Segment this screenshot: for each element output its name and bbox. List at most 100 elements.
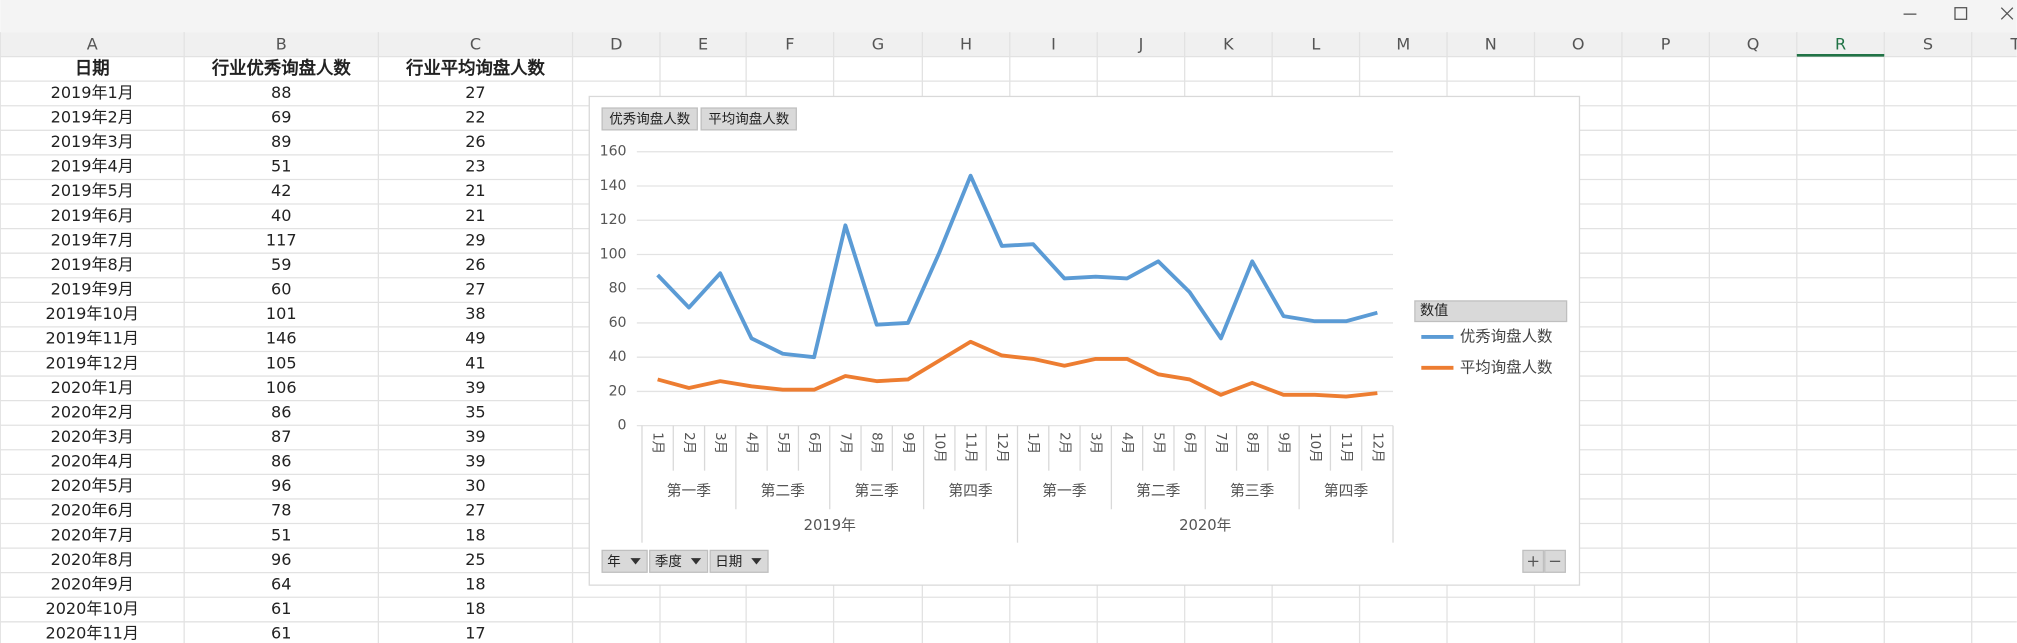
cell[interactable]: 21 bbox=[465, 206, 485, 225]
cell[interactable]: 23 bbox=[465, 157, 485, 176]
cell[interactable]: 18 bbox=[465, 525, 485, 544]
cell[interactable]: 117 bbox=[266, 230, 297, 249]
cell[interactable]: 2019年5月 bbox=[51, 181, 134, 200]
cell[interactable]: 2019年9月 bbox=[51, 280, 134, 299]
cell[interactable]: 101 bbox=[266, 304, 297, 323]
cell[interactable]: 69 bbox=[271, 108, 291, 127]
cell[interactable]: 2019年10月 bbox=[45, 304, 138, 323]
cell[interactable]: 86 bbox=[271, 452, 291, 471]
cell[interactable]: 39 bbox=[465, 427, 485, 446]
cell[interactable]: 2019年12月 bbox=[45, 353, 138, 372]
column-header[interactable]: F bbox=[785, 35, 794, 54]
cell[interactable]: 2020年11月 bbox=[45, 624, 138, 643]
cell[interactable]: 35 bbox=[465, 402, 485, 421]
cell[interactable]: 88 bbox=[271, 83, 291, 102]
cell[interactable]: 106 bbox=[266, 378, 297, 397]
cell[interactable]: 2020年3月 bbox=[51, 427, 134, 446]
cell[interactable]: 96 bbox=[271, 550, 291, 569]
header-cell[interactable]: 日期 bbox=[75, 59, 110, 79]
cell[interactable]: 2020年1月 bbox=[51, 378, 134, 397]
column-header[interactable]: P bbox=[1661, 35, 1671, 54]
column-header[interactable]: H bbox=[960, 35, 972, 54]
column-header[interactable]: N bbox=[1485, 35, 1497, 54]
cell[interactable]: 2019年3月 bbox=[51, 132, 134, 151]
column-header[interactable]: G bbox=[872, 35, 884, 54]
cell[interactable]: 64 bbox=[271, 574, 291, 593]
cell[interactable]: 26 bbox=[465, 255, 485, 274]
cell[interactable]: 25 bbox=[465, 550, 485, 569]
column-header[interactable]: M bbox=[1396, 35, 1410, 54]
column-header[interactable]: S bbox=[1923, 35, 1933, 54]
cell[interactable]: 2019年8月 bbox=[51, 255, 134, 274]
cell[interactable]: 2020年4月 bbox=[51, 452, 134, 471]
cell[interactable]: 61 bbox=[271, 624, 291, 643]
header-cell[interactable]: 行业平均询盘人数 bbox=[405, 58, 546, 79]
cell[interactable]: 40 bbox=[271, 206, 291, 225]
cell[interactable]: 41 bbox=[465, 353, 485, 372]
cell[interactable]: 2019年1月 bbox=[51, 83, 134, 102]
cell[interactable]: 27 bbox=[465, 501, 485, 520]
cell[interactable]: 18 bbox=[465, 574, 485, 593]
column-header[interactable]: O bbox=[1572, 35, 1585, 54]
column-header[interactable]: B bbox=[276, 35, 287, 54]
column-header[interactable]: D bbox=[610, 35, 622, 54]
header-cell[interactable]: 行业优秀询盘人数 bbox=[211, 58, 352, 79]
cell[interactable]: 38 bbox=[465, 304, 485, 323]
cell[interactable]: 26 bbox=[465, 132, 485, 151]
cell[interactable]: 2019年6月 bbox=[51, 206, 134, 225]
cell[interactable]: 2020年9月 bbox=[51, 574, 134, 593]
cell[interactable]: 2019年4月 bbox=[51, 157, 134, 176]
close-button[interactable] bbox=[2000, 7, 2014, 20]
cell[interactable]: 105 bbox=[266, 353, 297, 372]
column-header[interactable]: E bbox=[698, 35, 708, 54]
cell[interactable]: 51 bbox=[271, 525, 291, 544]
cell[interactable]: 2020年10月 bbox=[45, 599, 138, 618]
cell[interactable]: 2020年5月 bbox=[51, 476, 134, 495]
cell[interactable]: 2020年6月 bbox=[51, 501, 134, 520]
cell[interactable]: 61 bbox=[271, 599, 291, 618]
cell[interactable]: 87 bbox=[271, 427, 291, 446]
cell[interactable]: 17 bbox=[465, 624, 485, 643]
axis-field-button[interactable] bbox=[649, 549, 709, 573]
cell[interactable]: 21 bbox=[465, 181, 485, 200]
column-header[interactable]: I bbox=[1051, 35, 1056, 54]
cell[interactable]: 29 bbox=[465, 230, 485, 249]
cell[interactable]: 86 bbox=[271, 402, 291, 421]
cell[interactable]: 39 bbox=[465, 378, 485, 397]
cell[interactable]: 30 bbox=[465, 476, 485, 495]
cell[interactable]: 2019年11月 bbox=[45, 329, 138, 348]
cell[interactable]: 146 bbox=[266, 329, 297, 348]
cell[interactable]: 59 bbox=[271, 255, 291, 274]
cell[interactable]: 96 bbox=[271, 476, 291, 495]
axis-field-button[interactable] bbox=[601, 549, 648, 573]
cell[interactable]: 2019年2月 bbox=[51, 108, 134, 127]
maximize-button[interactable] bbox=[1954, 7, 1968, 20]
cell[interactable]: 2020年8月 bbox=[51, 550, 134, 569]
cell[interactable]: 27 bbox=[465, 83, 485, 102]
cell[interactable]: 89 bbox=[271, 132, 291, 151]
legend-title-box[interactable] bbox=[1414, 300, 1568, 323]
column-header[interactable]: T bbox=[2010, 35, 2017, 54]
column-header[interactable]: Q bbox=[1747, 35, 1760, 54]
column-header[interactable]: K bbox=[1223, 35, 1234, 54]
column-header[interactable]: R bbox=[1835, 35, 1846, 54]
cell[interactable]: 39 bbox=[465, 452, 485, 471]
cell[interactable]: 2020年2月 bbox=[51, 402, 134, 421]
column-header[interactable]: A bbox=[87, 35, 98, 54]
cell[interactable]: 51 bbox=[271, 157, 291, 176]
column-header[interactable]: C bbox=[470, 35, 481, 54]
column-header[interactable]: L bbox=[1311, 35, 1320, 54]
column-header[interactable]: J bbox=[1138, 35, 1144, 54]
cell[interactable]: 49 bbox=[465, 329, 485, 348]
cell[interactable]: 42 bbox=[271, 181, 291, 200]
cell[interactable]: 18 bbox=[465, 599, 485, 618]
cell[interactable]: 27 bbox=[465, 280, 485, 299]
field-button[interactable] bbox=[601, 107, 698, 131]
axis-field-button[interactable] bbox=[709, 549, 769, 573]
cell[interactable]: 2019年7月 bbox=[51, 230, 134, 249]
cell[interactable]: 2020年7月 bbox=[51, 525, 134, 544]
cell[interactable]: 78 bbox=[271, 501, 291, 520]
cell[interactable]: 60 bbox=[271, 280, 291, 299]
field-button[interactable] bbox=[700, 107, 797, 131]
cell[interactable]: 22 bbox=[465, 108, 485, 127]
